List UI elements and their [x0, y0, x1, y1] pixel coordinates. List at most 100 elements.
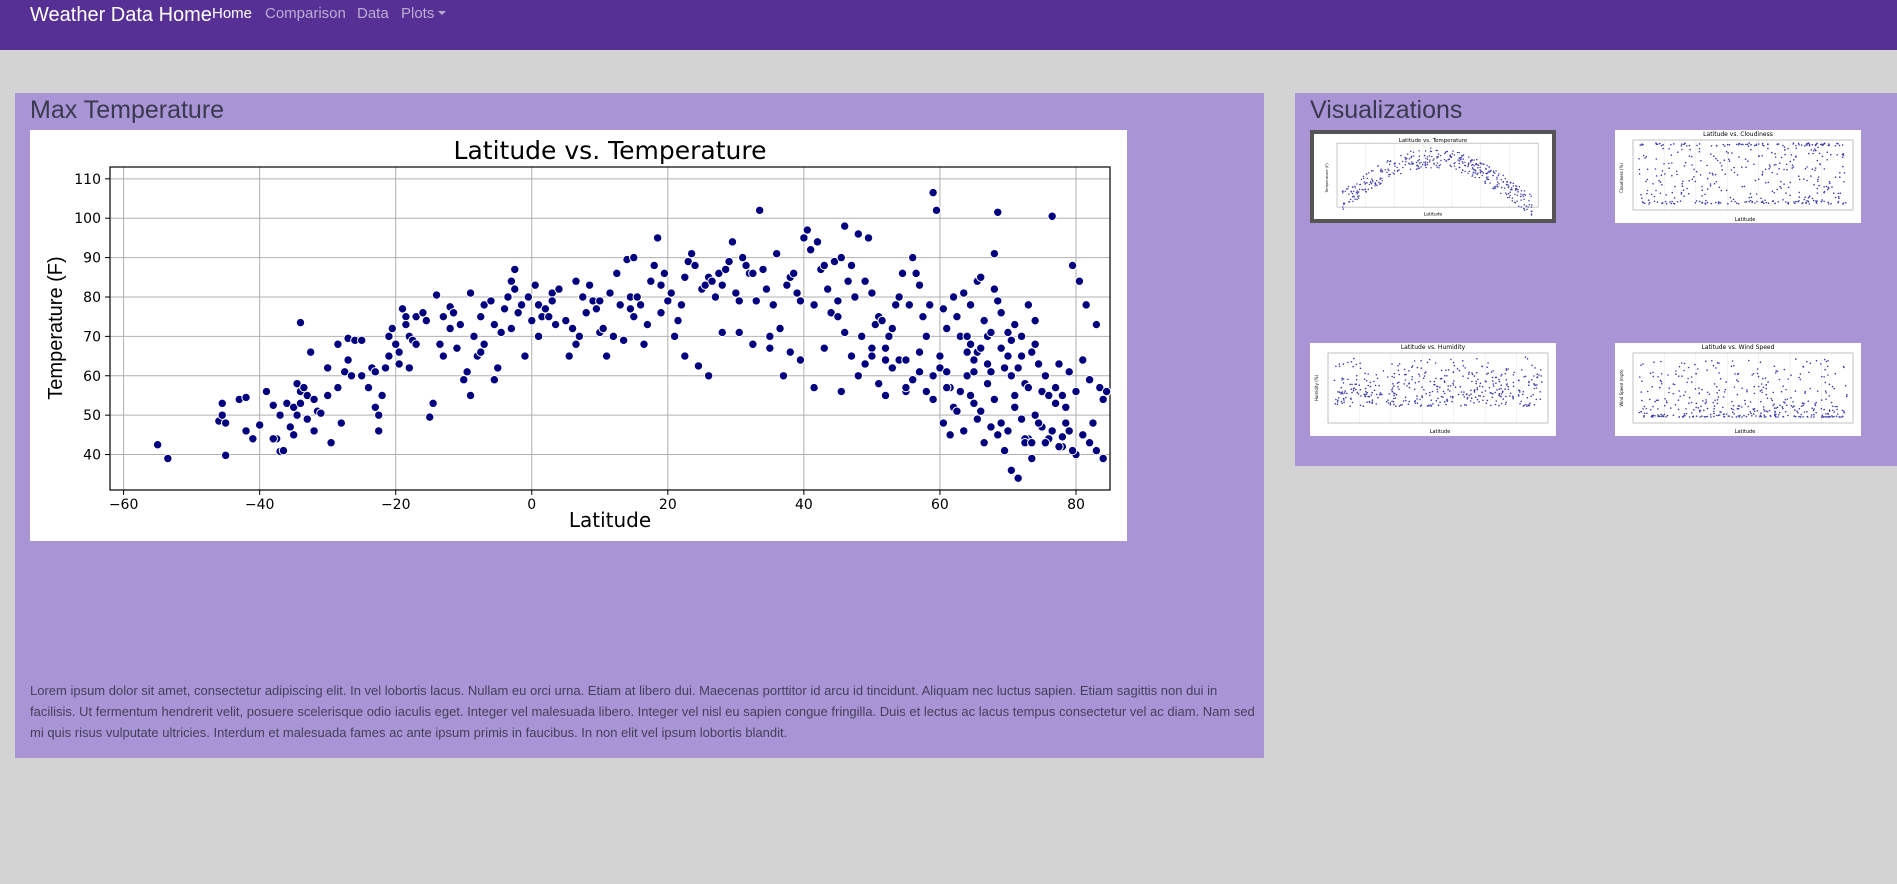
- thumbnail-point: [1335, 398, 1337, 401]
- scatter-point: [795, 355, 806, 365]
- thumbnail-point: [1731, 152, 1733, 154]
- thumbnail-point: [1781, 406, 1783, 408]
- thumbnail-point: [1501, 373, 1503, 376]
- scatter-point: [741, 260, 751, 271]
- thumbnail-point: [1834, 196, 1837, 199]
- thumbnail-point: [1409, 163, 1411, 165]
- scatter-point: [928, 394, 938, 405]
- thumbnail-point: [1430, 167, 1432, 169]
- thumbnail-point: [1343, 399, 1345, 401]
- nav-link-comparison[interactable]: Comparison: [265, 5, 346, 22]
- thumbnail-point: [1687, 377, 1689, 380]
- thumbnail-point: [1394, 165, 1396, 167]
- thumbnail-point: [1523, 193, 1525, 196]
- scatter-point: [316, 408, 326, 418]
- thumbnail-wind-speed[interactable]: Latitude vs. Wind Speed Latitude Wind Sp…: [1615, 343, 1861, 436]
- thumbnail-point: [1487, 372, 1489, 374]
- scatter-point: [380, 363, 391, 373]
- thumbnail-point: [1523, 376, 1525, 378]
- thumbnail-point: [1675, 370, 1677, 372]
- thumbnail-point: [1706, 407, 1709, 410]
- thumbnail-title: Latitude vs. Temperature: [1399, 138, 1468, 144]
- thumbnail-point: [1775, 163, 1777, 166]
- thumbnail-point: [1355, 388, 1357, 391]
- thumbnail-point: [1723, 391, 1726, 393]
- thumbnail-point: [1705, 360, 1707, 362]
- thumbnail-point: [1709, 172, 1711, 174]
- thumbnail-point: [1694, 180, 1697, 183]
- thumbnail-point: [1812, 409, 1815, 412]
- thumbnail-point: [1369, 385, 1372, 388]
- thumbnail-point: [1774, 410, 1776, 413]
- thumbnail-point: [1419, 398, 1421, 401]
- thumbnail-point: [1745, 166, 1747, 168]
- thumbnail-point: [1818, 184, 1820, 187]
- y-tick-label: 80: [83, 290, 101, 306]
- thumbnail-point: [1695, 406, 1697, 409]
- thumbnail-point: [1668, 387, 1671, 389]
- thumbnail-point: [1787, 202, 1789, 204]
- thumbnail-point: [1740, 143, 1742, 146]
- thumbnail-point: [1406, 153, 1409, 155]
- thumbnail-point: [1782, 407, 1784, 410]
- thumbnail-point: [1511, 200, 1513, 202]
- thumbnail-temperature[interactable]: Latitude vs. Temperature Latitude Temper…: [1310, 130, 1556, 223]
- scatter-point: [952, 406, 962, 416]
- thumbnail-cloudiness[interactable]: Latitude vs. Cloudiness Latitude Cloudin…: [1615, 130, 1861, 223]
- thumbnail-point: [1522, 195, 1525, 198]
- scatter-point: [425, 412, 435, 422]
- thumbnail-point: [1342, 378, 1345, 380]
- y-tick-label: 70: [83, 329, 101, 345]
- scatter-point: [499, 304, 510, 314]
- thumbnail-point: [1663, 413, 1666, 416]
- thumbnail-point: [1757, 178, 1760, 180]
- thumbnail-point: [1425, 393, 1427, 395]
- thumbnail-point: [1725, 381, 1727, 383]
- thumbnail-point: [1826, 188, 1829, 191]
- thumbnail-point: [1519, 391, 1521, 393]
- thumbnail-point: [1426, 158, 1429, 161]
- thumbnail-point: [1837, 201, 1839, 204]
- scatter-point: [384, 331, 394, 342]
- thumbnail-point: [1825, 392, 1827, 394]
- scatter-point: [374, 426, 384, 436]
- thumbnail-point: [1805, 144, 1807, 146]
- thumbnail-point: [1792, 401, 1794, 403]
- navbar-brand[interactable]: Weather Data Home: [30, 4, 212, 26]
- thumbnail-point: [1742, 143, 1744, 146]
- thumbnail-point: [1398, 373, 1400, 376]
- thumbnail-point: [1827, 186, 1829, 189]
- thumbnail-point: [1810, 175, 1812, 177]
- thumbnail-point: [1351, 391, 1353, 394]
- thumbnail-point: [1485, 167, 1487, 170]
- thumbnail-point: [1824, 142, 1826, 144]
- thumbnail-point: [1458, 160, 1460, 162]
- thumbnail-point: [1433, 162, 1435, 164]
- nav-link-home[interactable]: Home: [212, 5, 253, 22]
- thumbnail-point: [1767, 181, 1770, 184]
- thumbnail-point: [1734, 373, 1736, 375]
- thumbnail-humidity[interactable]: Latitude vs. Humidity Latitude Humidity …: [1310, 343, 1556, 436]
- nav-link-plots-dropdown[interactable]: Plots: [401, 5, 447, 23]
- thumbnail-point: [1528, 380, 1530, 383]
- thumbnail-point: [1800, 144, 1803, 146]
- thumbnail-point: [1389, 160, 1392, 162]
- thumbnail-point: [1463, 164, 1466, 167]
- thumbnail-point: [1400, 172, 1402, 175]
- nav-link-data[interactable]: Data: [357, 5, 389, 22]
- thumbnail-point: [1698, 148, 1701, 150]
- thumbnail-point: [1470, 159, 1473, 162]
- thumbnail-point: [1432, 159, 1434, 161]
- thumbnail-point: [1450, 396, 1452, 398]
- thumbnail-point: [1350, 361, 1353, 363]
- thumbnail-point: [1367, 384, 1369, 387]
- thumbnail-point: [1358, 188, 1361, 191]
- thumbnail-point: [1761, 389, 1763, 391]
- thumbnail-point: [1713, 383, 1716, 385]
- thumbnail-point: [1678, 365, 1681, 368]
- thumbnail-point: [1420, 367, 1423, 369]
- thumbnail-point: [1398, 169, 1400, 171]
- thumbnail-point: [1477, 166, 1479, 169]
- thumbnail-point: [1680, 193, 1683, 195]
- thumbnail-point: [1345, 188, 1348, 190]
